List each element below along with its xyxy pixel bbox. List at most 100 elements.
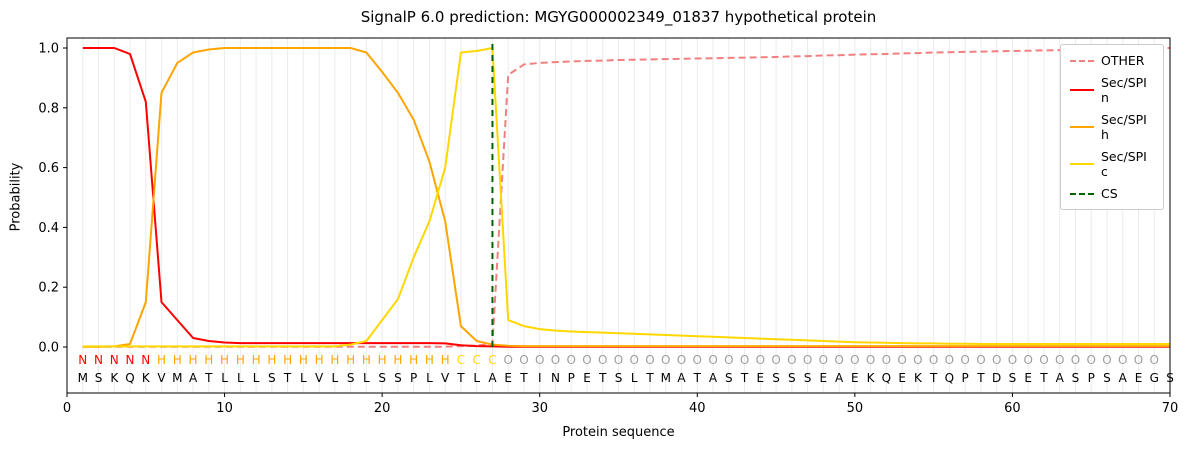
region-label: H [441, 353, 450, 367]
region-label: C [457, 353, 465, 367]
sequence-letter: E [583, 371, 591, 385]
region-label: O [1008, 353, 1017, 367]
region-label: O [1071, 353, 1080, 367]
gridlines [82, 38, 1171, 393]
region-label: O [1039, 353, 1048, 367]
sequence-letter: L [237, 371, 244, 385]
region-label: O [567, 353, 576, 367]
x-axis-ticks: 0 10 20 30 40 50 60 70 [63, 393, 1178, 416]
x-tick-label: 50 [847, 401, 864, 416]
sequence-letter: S [788, 371, 796, 385]
region-label: H [267, 353, 276, 367]
sequence-letter: Q [882, 371, 891, 385]
region-label: O [992, 353, 1001, 367]
legend: OTHER Sec/SPI n Sec/SPI h Sec/SPI c CS [1060, 44, 1164, 210]
sequence-letter: T [598, 371, 607, 385]
region-label: O [756, 353, 765, 367]
region-label: H [378, 353, 387, 367]
sequence-letter: S [268, 371, 276, 385]
region-label: O [535, 353, 544, 367]
sequence-letter: T [519, 371, 528, 385]
x-tick-label: 40 [689, 401, 706, 416]
region-label: O [787, 353, 796, 367]
region-label: O [677, 353, 686, 367]
region-label: O [834, 353, 843, 367]
series-other-line [82, 47, 1171, 348]
sequence-letter: E [1024, 371, 1032, 385]
region-label: O [960, 353, 969, 367]
region-label: O [819, 353, 828, 367]
chart-title: SignalP 6.0 prediction: MGYG000002349_01… [360, 8, 877, 26]
region-label: H [425, 353, 434, 367]
sequence-letter: S [725, 371, 733, 385]
legend-item-sec-spi-c: Sec/SPI c [1070, 149, 1154, 179]
x-tick-label: 70 [1162, 401, 1179, 416]
region-label: H [299, 353, 308, 367]
region-label: H [173, 353, 182, 367]
region-label: N [126, 353, 135, 367]
sequence-letter: A [1119, 371, 1128, 385]
region-label: O [1118, 353, 1127, 367]
sequence-letter: V [157, 371, 166, 385]
region-label: H [252, 353, 261, 367]
sequence-letter: M [78, 371, 88, 385]
sequence-letter: K [142, 371, 151, 385]
region-label: H [157, 353, 166, 367]
sequence-letter: Q [945, 371, 954, 385]
sequence-letter: S [95, 371, 103, 385]
region-label: N [78, 353, 87, 367]
region-label: O [693, 353, 702, 367]
legend-line-sample [1070, 59, 1094, 62]
sequence-letter: L [300, 371, 307, 385]
region-label: O [519, 353, 528, 367]
x-axis-label: Protein sequence [562, 425, 675, 440]
sequence-letter: N [551, 371, 560, 385]
region-label: H [236, 353, 245, 367]
sequence-letter: T [929, 371, 938, 385]
region-label: H [315, 353, 324, 367]
region-label: N [110, 353, 119, 367]
sequence-letter: E [757, 371, 765, 385]
region-label: O [882, 353, 891, 367]
region-label: O [976, 353, 985, 367]
sequence-letter: S [347, 371, 355, 385]
region-label: O [503, 353, 512, 367]
x-tick-label: 20 [374, 401, 391, 416]
sequence-letter: E [898, 371, 906, 385]
sequence-letter: S [1072, 371, 1080, 385]
legend-item-sec-spi-h: Sec/SPI h [1070, 112, 1154, 142]
region-label: O [771, 353, 780, 367]
region-label: H [362, 353, 371, 367]
region-label: H [330, 353, 339, 367]
region-label: O [582, 353, 591, 367]
region-label: N [94, 353, 103, 367]
legend-item-label: Sec/SPI c [1101, 149, 1147, 179]
x-tick-label: 60 [1004, 401, 1021, 416]
region-label: C [488, 353, 496, 367]
legend-item-sec-spi-n: Sec/SPI n [1070, 75, 1154, 105]
region-label: H [283, 353, 292, 367]
region-label: O [929, 353, 938, 367]
legend-item-label: Sec/SPI n [1101, 75, 1147, 105]
sequence-letter: K [867, 371, 876, 385]
region-label: O [614, 353, 623, 367]
region-label: O [1055, 353, 1064, 367]
sequence-letter: E [1135, 371, 1143, 385]
sequence-letter: E [820, 371, 828, 385]
region-label: O [1134, 353, 1143, 367]
sequence-letter: S [378, 371, 386, 385]
sequence-letter: S [615, 371, 623, 385]
series-sec-spi-c-line [82, 47, 1170, 348]
sequence-letter: L [221, 371, 228, 385]
sequence-letter: I [538, 371, 542, 385]
sequence-letter: S [1009, 371, 1017, 385]
sequence-letter: K [110, 371, 119, 385]
x-tick-label: 0 [63, 401, 71, 416]
region-label: O [708, 353, 717, 367]
sequence-letter: A [835, 371, 844, 385]
region-label: O [1150, 353, 1159, 367]
region-label: O [661, 353, 670, 367]
region-label: O [1102, 353, 1111, 367]
sequence-letter: L [631, 371, 638, 385]
